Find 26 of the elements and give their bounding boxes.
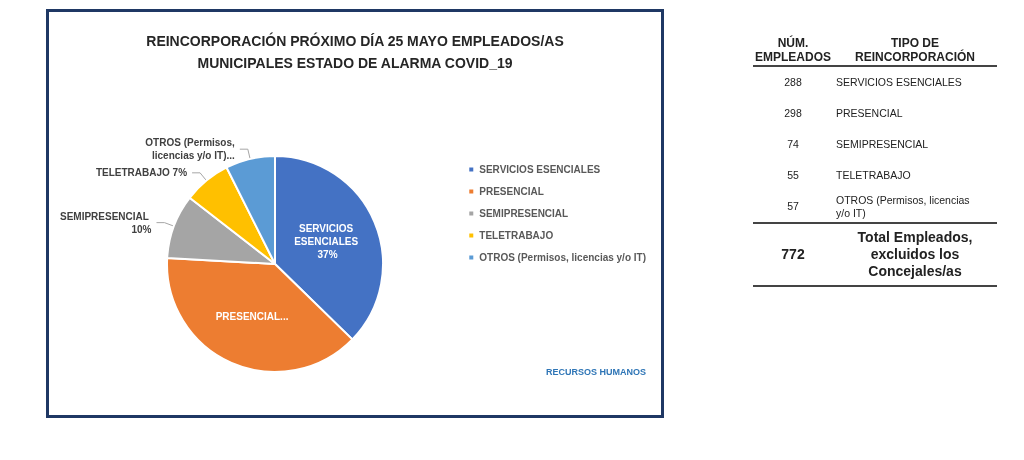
- data-label: PRESENCIAL...: [215, 310, 289, 322]
- legend-label: PRESENCIAL: [479, 186, 544, 197]
- legend-label: SEMIPRESENCIAL: [479, 208, 569, 219]
- data-label: TELETRABAJO 7%: [95, 167, 188, 179]
- data-label: 55: [786, 168, 800, 183]
- text: Total Empleados, excluidos los Concejales/as: [856, 229, 974, 280]
- text: NÚM. EMPLEADOS: [753, 36, 833, 64]
- category-label: TELETRABAJO: [835, 168, 912, 183]
- category-label: PRESENCIAL: [835, 106, 904, 121]
- legend-label: OTROS (Permisos, licencias y/o IT): [479, 252, 646, 263]
- text: TIPO DE REINCORPORACIÓN: [854, 36, 976, 64]
- data-label: 298: [783, 106, 803, 121]
- data-label: 57: [786, 199, 800, 214]
- data-label: 288: [783, 75, 803, 90]
- legend-label: TELETRABAJO: [479, 230, 554, 241]
- category-label: OTROS (Permisos, licencias y/o IT): [835, 192, 971, 221]
- category-label: SEMIPRESENCIAL: [835, 137, 930, 152]
- category-label: SERVICIOS ESENCIALES: [835, 75, 963, 90]
- data-label: SEMIPRESENCIAL 10%: [59, 210, 152, 235]
- legend-label: SERVICIOS ESENCIALES: [479, 164, 601, 175]
- data-label: 74: [786, 137, 800, 152]
- text: RECURSOS HUMANOS: [546, 367, 647, 377]
- chart-title: REINCORPORACIÓN PRÓXIMO DÍA 25 MAYO EMPLEADOS/AS MUNICIPALES ESTADO DE ALARMA COVID_19: [145, 31, 565, 73]
- text: 772: [781, 246, 805, 262]
- data-label: SERVICIOS ESENCIALES 37%: [294, 223, 361, 261]
- data-label: OTROS (Permisos, licencias y/o IT)...: [145, 137, 236, 162]
